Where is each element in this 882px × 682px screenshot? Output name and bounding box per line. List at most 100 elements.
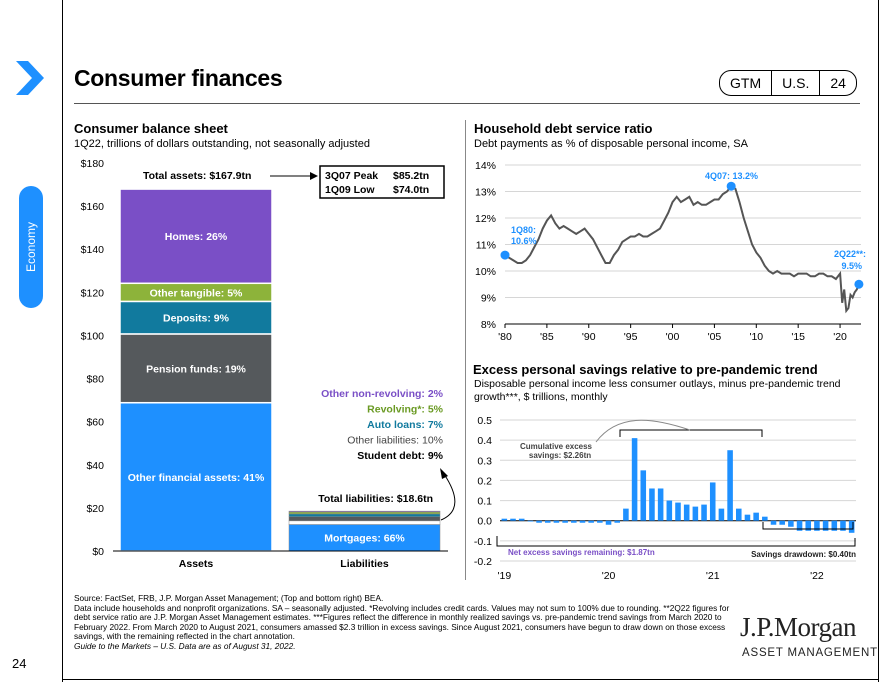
y-tick-label: 9% <box>481 293 496 305</box>
cumulative-label-2: savings: $2.26tn <box>529 451 591 460</box>
x-tick-label: '20 <box>833 331 847 343</box>
y-tick-label: $80 <box>86 374 104 386</box>
savings-bar <box>623 508 629 521</box>
asset-segment-label: Other tangible: 5% <box>150 287 243 299</box>
x-category-label: Liabilities <box>340 558 389 570</box>
peak-label: 3Q07 Peak <box>325 170 378 182</box>
badge-gtm: GTM <box>730 75 762 91</box>
x-tick-label: '85 <box>540 331 554 343</box>
annotation-2q22-value: 9.5% <box>841 261 862 271</box>
y-tick-label: 0.5 <box>477 415 492 427</box>
y-tick-label: $100 <box>81 330 105 342</box>
asset-segment <box>119 333 273 404</box>
excess-savings-title: Excess personal savings relative to pre-… <box>473 362 818 377</box>
x-tick-label: '95 <box>624 331 638 343</box>
asset-segment-label: Pension funds: 19% <box>146 363 246 375</box>
x-tick-label: '80 <box>498 331 512 343</box>
balance-sheet-title: Consumer balance sheet <box>74 121 228 136</box>
x-tick-label: '20 <box>602 570 616 582</box>
y-tick-label: -0.1 <box>474 536 492 548</box>
savings-bar <box>822 520 829 531</box>
savings-bar <box>605 520 612 525</box>
panel-divider <box>465 120 466 580</box>
liability-segment <box>288 511 441 515</box>
savings-bar <box>657 488 664 521</box>
savings-bar <box>510 518 516 521</box>
savings-bar <box>527 520 534 522</box>
savings-bar <box>848 520 855 533</box>
footer-disclaimer: Data include households and nonprofit or… <box>74 602 730 642</box>
asset-segment <box>119 401 273 552</box>
badge-page: 24 <box>819 71 856 95</box>
y-tick-label: 8% <box>481 319 496 331</box>
x-tick-label: '05 <box>708 331 722 343</box>
debt-service-subtitle: Debt payments as % of disposable persona… <box>474 138 748 150</box>
x-category-label: Assets <box>179 558 214 570</box>
asset-management-label: ASSET MANAGEMENT <box>742 647 878 659</box>
footer-guide: Guide to the Markets – U.S. Data are as … <box>74 640 296 651</box>
title-rule <box>74 103 860 104</box>
savings-bar <box>588 520 594 523</box>
x-tick-label: '15 <box>791 331 805 343</box>
liability-segment-label: Mortgages: 66% <box>324 533 405 545</box>
guide-badge: GTM U.S. 24 <box>719 70 857 96</box>
liability-legend-label: Auto loans: 7% <box>367 419 444 431</box>
footer-notes: Source: FactSet, FRB, J.P. Morgan Asset … <box>74 593 730 652</box>
savings-bar <box>770 520 777 525</box>
debt-service-chart: 8% 9% 10% 11% 12% 13% 14% '80 '85 '90 '95 '00 '05 '10… <box>475 160 866 343</box>
peak-low-box <box>319 165 445 199</box>
savings-bar <box>727 450 733 521</box>
liability-segment <box>288 520 441 525</box>
savings-bar <box>736 508 742 521</box>
excess-savings-subtitle-2: growth***, $ trillions, monthly <box>474 391 608 403</box>
frame-left <box>62 0 63 682</box>
drawdown-label: Savings drawdown: $0.40tn <box>751 550 856 559</box>
excess-savings-chart: -0.2 -0.1 0.0 0.1 0.2 0.3 0.4 0.5 '19 '20 '21 '22 C… <box>474 415 856 582</box>
highlight-point <box>500 250 510 260</box>
savings-bar <box>553 520 560 523</box>
y-tick-label: $120 <box>81 287 105 299</box>
chevron-right-icon[interactable] <box>14 59 46 97</box>
footer-source: Source: FactSet, FRB, J.P. Morgan Asset … <box>74 593 384 603</box>
liability-segment <box>288 516 441 522</box>
y-tick-label: $180 <box>81 158 105 170</box>
annotation-4q07: 4Q07: 13.2% <box>705 171 758 181</box>
highlight-point <box>726 181 736 191</box>
total-liabilities-label: Total liabilities: $18.6tn <box>318 493 433 505</box>
x-tick-label: '90 <box>582 331 596 343</box>
debt-service-title: Household debt service ratio <box>474 121 653 136</box>
section-tab-economy[interactable]: Economy <box>19 186 43 308</box>
cumulative-leader <box>595 419 691 443</box>
savings-bar <box>536 520 542 523</box>
highlight-point <box>854 279 864 289</box>
page-number: 24 <box>12 656 27 671</box>
section-tab-label: Economy <box>24 221 38 273</box>
y-tick-label: 13% <box>475 187 496 199</box>
y-tick-label: $20 <box>86 503 104 515</box>
x-tick-label: '00 <box>666 331 680 343</box>
asset-segment-label: Homes: 26% <box>165 231 228 243</box>
asset-segment <box>119 188 273 285</box>
drawdown-bracket <box>762 522 854 530</box>
liability-legend-label: Other non-revolving: 2% <box>321 388 444 400</box>
net-excess-label: Net excess savings remaining: $1.87tn <box>508 548 655 557</box>
liabilities-arrowhead <box>440 468 448 479</box>
x-tick-label: '10 <box>749 331 763 343</box>
savings-bar <box>788 520 794 527</box>
liability-legend-label: Other liabilities: 10% <box>347 435 443 447</box>
savings-bar <box>762 516 768 521</box>
savings-bar <box>701 504 707 521</box>
low-value: $74.0tn <box>393 184 429 196</box>
frame-bottom <box>62 679 878 680</box>
liability-legend-label: Student debt: 9% <box>357 450 443 462</box>
savings-bar <box>709 482 716 521</box>
frame-right <box>878 0 879 682</box>
savings-bar <box>675 502 681 521</box>
savings-bar <box>683 504 690 521</box>
liability-segment <box>288 513 441 517</box>
low-label: 1Q09 Low <box>325 184 375 196</box>
savings-bar <box>631 438 638 521</box>
y-tick-label: 0.1 <box>477 496 492 508</box>
y-tick-label: $140 <box>81 244 105 256</box>
savings-bar <box>597 520 603 523</box>
